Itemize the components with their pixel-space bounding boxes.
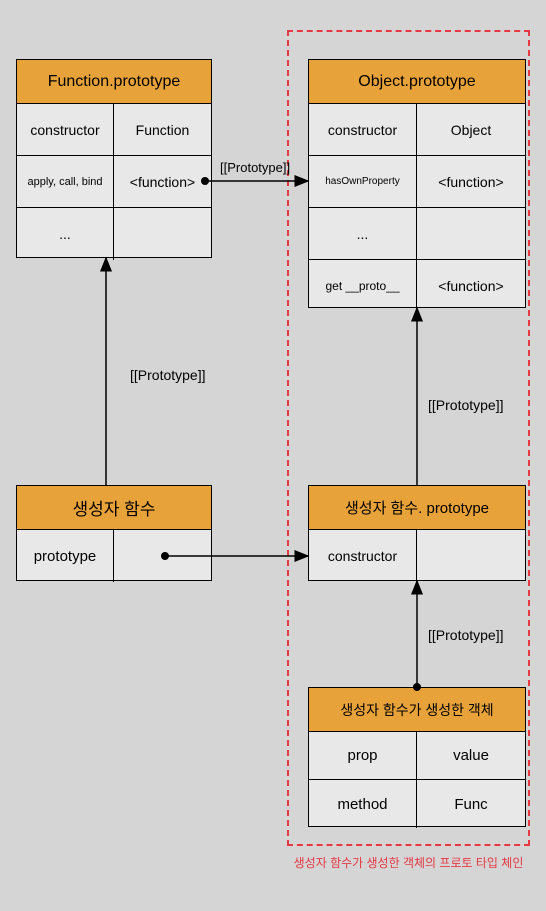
box-row: constructorFunction [17,104,211,156]
box-cell-right [114,530,211,582]
box-row: ... [309,208,525,260]
box-row: constructor [309,530,525,582]
edge-label: [[Prototype]] [428,627,503,643]
box-cell-left: method [309,780,417,828]
caption-label: 생성자 함수가 생성한 객체의 프로토 타입 체인 [294,856,524,870]
box-title: 생성자 함수. prototype [345,497,489,518]
function-prototype-box: Function.prototype constructorFunctionap… [16,59,212,258]
box-cell-left: ... [309,208,417,259]
caption-text: 생성자 함수가 생성한 객체의 프로토 타입 체인 [287,854,530,871]
box-cell-right [417,530,525,582]
box-row: constructorObject [309,104,525,156]
box-cell-left: ... [17,208,114,260]
box-header: 생성자 함수가 생성한 객체 [309,688,525,732]
box-cell-right: value [417,732,525,779]
box-cell-left: apply, call, bind [17,156,114,207]
box-cell-right: Function [114,104,211,155]
box-cell-left: constructor [17,104,114,155]
box-cell-left: prop [309,732,417,779]
edge-label: [[Prototype]] [130,367,205,383]
edge-label: [[Prototype]] [220,160,290,175]
box-cell-right [417,208,525,259]
constructor-function-box: 생성자 함수 prototype [16,485,212,581]
box-title: Object.prototype [358,73,475,91]
box-row: prototype [17,530,211,582]
box-header: 생성자 함수. prototype [309,486,525,530]
box-cell-right: <function> [417,156,525,207]
box-cell-right [114,208,211,260]
box-header: 생성자 함수 [17,486,211,530]
box-cell-left: prototype [17,530,114,582]
box-header: Function.prototype [17,60,211,104]
box-row: propvalue [309,732,525,780]
box-row: get __proto__<function> [309,260,525,312]
box-row: apply, call, bind<function> [17,156,211,208]
instance-box: 생성자 함수가 생성한 객체 propvaluemethodFunc [308,687,526,827]
object-prototype-box: Object.prototype constructorObjecthasOwn… [308,59,526,308]
box-header: Object.prototype [309,60,525,104]
edge-label: [[Prototype]] [428,397,503,413]
constructor-prototype-box: 생성자 함수. prototype constructor [308,485,526,581]
box-row: hasOwnProperty<function> [309,156,525,208]
box-cell-right: Func [417,780,525,828]
box-cell-left: get __proto__ [309,260,417,312]
box-title: Function.prototype [48,73,181,91]
box-cell-right: <function> [417,260,525,312]
box-row: methodFunc [309,780,525,828]
box-row: ... [17,208,211,260]
box-title: 생성자 함수 [73,495,156,520]
box-cell-right: <function> [114,156,211,207]
box-cell-left: constructor [309,104,417,155]
box-cell-left: constructor [309,530,417,582]
box-title: 생성자 함수가 생성한 객체 [340,700,493,720]
box-cell-left: hasOwnProperty [309,156,417,207]
box-cell-right: Object [417,104,525,155]
